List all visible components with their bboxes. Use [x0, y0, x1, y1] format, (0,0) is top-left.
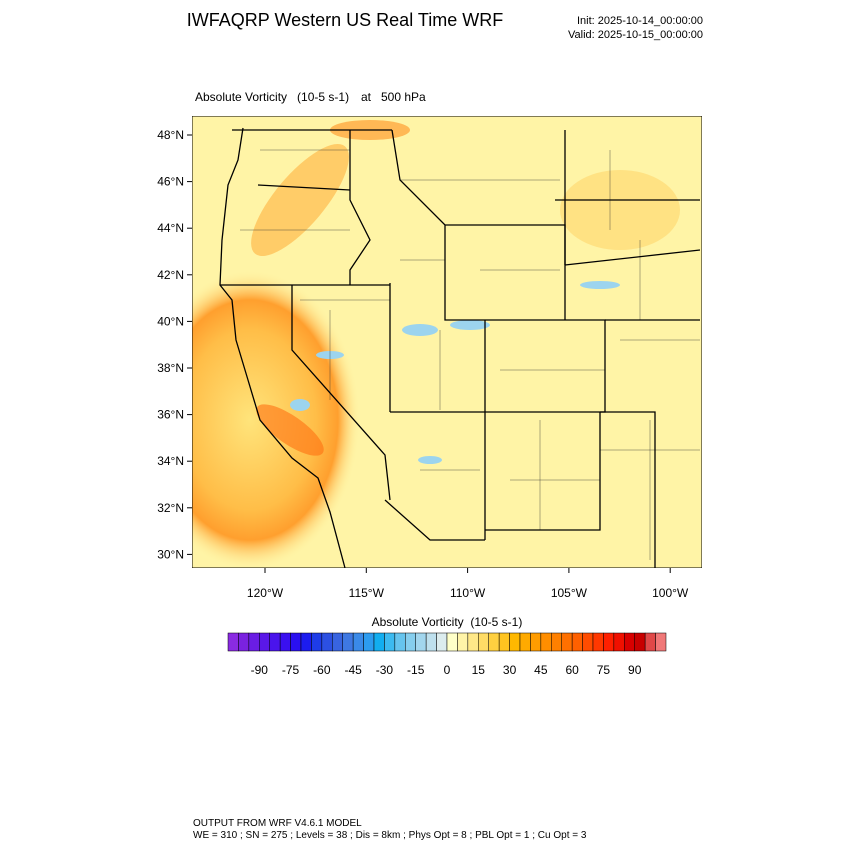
- colorbar: -90 -75 -60 -45 -30 -15 0 15 30 45 60 75 90: [227, 632, 667, 677]
- colorbar-box: [519, 632, 531, 652]
- lat-label: 36°N: [157, 408, 184, 422]
- colorbar-box: [311, 632, 323, 652]
- colorbar-label: -45: [344, 663, 362, 677]
- colorbar-box: [457, 632, 469, 652]
- colorbar-label: -60: [313, 663, 331, 677]
- colorbar-box: [509, 632, 521, 652]
- lat-label: 30°N: [157, 547, 184, 561]
- lon-label: 115°W: [349, 586, 385, 600]
- colorbar-box: [332, 632, 343, 652]
- colorbar-box: [644, 632, 656, 652]
- lat-label: 32°N: [157, 501, 184, 515]
- colorbar-label: -30: [376, 663, 394, 677]
- colorbar-label: -75: [282, 663, 300, 677]
- valid-time: Valid: 2025-10-15_00:00:00: [568, 29, 703, 41]
- colorbar-box: [415, 632, 427, 652]
- colorbar-label: 75: [597, 663, 611, 677]
- colorbar-box: [290, 632, 302, 652]
- colorbar-box: [259, 632, 270, 652]
- colorbar-label: -90: [251, 663, 269, 677]
- colorbar-label: 45: [534, 663, 548, 677]
- colorbar-box: [269, 632, 281, 652]
- colorbar-box: [300, 632, 312, 652]
- colorbar-box: [624, 632, 635, 652]
- init-time: Init: 2025-10-14_00:00:00: [577, 15, 703, 27]
- colorbar-box: [446, 632, 458, 652]
- colorbar-box: [478, 632, 489, 652]
- colorbar-box: [592, 632, 604, 652]
- colorbar-box: [655, 632, 667, 652]
- lat-labels: 48°N 46°N 44°N 42°N 40°N 38°N 36°N 34°N 32°N 30°N: [157, 128, 192, 561]
- colorbar-box: [248, 632, 260, 652]
- colorbar-box: [488, 632, 500, 652]
- colorbar-label: 90: [628, 663, 642, 677]
- colorbar-label: -15: [407, 663, 425, 677]
- lon-label: 105°W: [551, 586, 588, 600]
- lon-label: 120°W: [247, 586, 284, 600]
- colorbar-box: [436, 632, 448, 652]
- footer-line: OUTPUT FROM WRF V4.6.1 MODEL: [193, 818, 362, 829]
- colorbar-box: [530, 632, 542, 652]
- colorbar-box: [238, 632, 250, 652]
- colorbar-label: 15: [472, 663, 486, 677]
- map: [192, 116, 702, 568]
- colorbar-box: [498, 632, 510, 652]
- lat-label: 44°N: [157, 221, 184, 235]
- lat-label: 42°N: [157, 268, 184, 282]
- lon-label: 100°W: [652, 586, 689, 600]
- colorbar-box: [373, 632, 385, 652]
- lat-label: 40°N: [157, 314, 184, 328]
- lat-label: 38°N: [157, 361, 184, 375]
- colorbar-box: [363, 632, 375, 652]
- colorbar-box: [582, 632, 594, 652]
- colorbar-label: 60: [565, 663, 579, 677]
- colorbar-box: [352, 632, 364, 652]
- colorbar-label: 0: [444, 663, 451, 677]
- colorbar-box: [405, 632, 416, 652]
- field-label: Absolute Vorticity (10-5 s-1): [195, 90, 349, 104]
- colorbar-label: 30: [503, 663, 517, 677]
- colorbar-box: [394, 632, 406, 652]
- colorbar-box: [467, 632, 479, 652]
- footer-line: WE = 310 ; SN = 275 ; Levels = 38 ; Dis …: [193, 830, 587, 841]
- colorbar-box: [551, 632, 562, 652]
- colorbar-box: [279, 632, 291, 652]
- title: IWFAQRP Western US Real Time WRF: [187, 10, 503, 30]
- lat-label: 34°N: [157, 454, 184, 468]
- colorbar-title: Absolute Vorticity (10-5 s-1): [372, 615, 523, 629]
- colorbar-box: [227, 632, 239, 652]
- lon-label: 110°W: [450, 586, 486, 600]
- colorbar-box: [425, 632, 437, 652]
- colorbar-box: [613, 632, 625, 652]
- colorbar-box: [561, 632, 573, 652]
- lon-labels: 120°W 115°W 110°W 105°W 100°W: [247, 568, 689, 600]
- colorbar-box: [634, 632, 646, 652]
- colorbar-box: [571, 632, 583, 652]
- colorbar-box: [321, 632, 333, 652]
- lat-label: 46°N: [157, 175, 184, 189]
- lat-label: 48°N: [157, 128, 184, 142]
- colorbar-box: [384, 632, 396, 652]
- colorbar-box: [342, 632, 354, 652]
- colorbar-box: [603, 632, 615, 652]
- level-label: at 500 hPa: [361, 90, 426, 104]
- colorbar-box: [540, 632, 552, 652]
